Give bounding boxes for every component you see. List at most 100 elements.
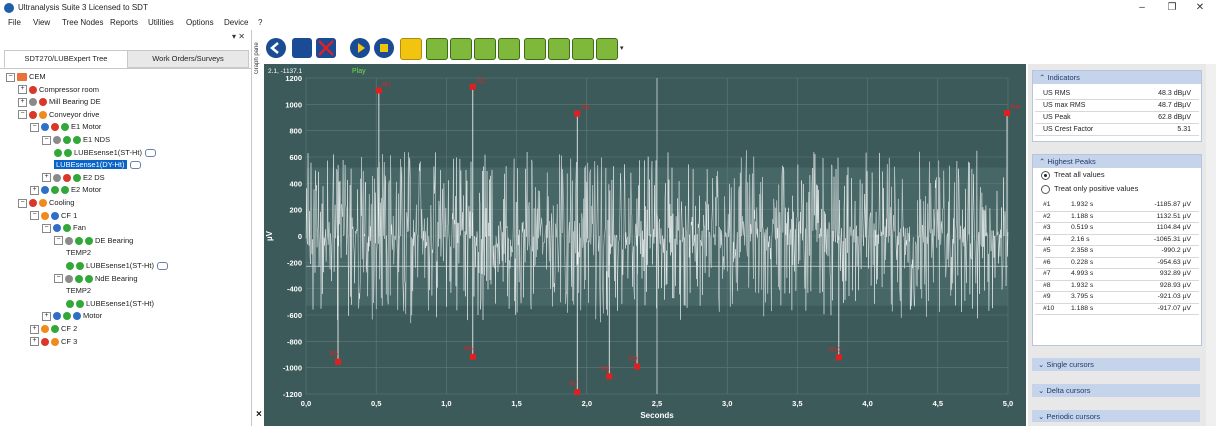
expand-node-icon[interactable]: + (18, 97, 27, 107)
tree-node[interactable]: + Motor (42, 310, 102, 322)
clear-icon[interactable] (316, 38, 336, 58)
tree-node[interactable]: − CF 1 (30, 210, 77, 222)
collapse-node-icon[interactable]: − (30, 211, 39, 221)
close-button[interactable]: ✕ (1195, 2, 1205, 13)
toolbar-dropdown-icon[interactable]: ▾ (620, 45, 624, 52)
peak-marker[interactable] (574, 389, 581, 396)
peak-label: R10 (829, 346, 841, 353)
link-icon[interactable] (144, 148, 156, 157)
peak-rank: #2 (1043, 212, 1051, 220)
tree-node[interactable]: + Compressor room (18, 84, 99, 96)
x-tick-label: 3,0 (722, 399, 732, 408)
tree-node[interactable]: + CF 3 (30, 336, 77, 348)
expand-node-icon[interactable]: + (42, 311, 51, 321)
peak-marker[interactable] (335, 358, 342, 365)
y-axis-tool-icon[interactable] (524, 38, 546, 60)
stop-icon[interactable] (374, 38, 394, 58)
measure-tool-icon[interactable] (426, 38, 448, 60)
tree-node[interactable]: + Mill Bearing DE (18, 96, 101, 108)
peak-label: R9 (629, 355, 638, 362)
collapse-node-icon[interactable]: − (54, 236, 63, 246)
waveform-plot[interactable]: 1200 1000 800 600 400 200 0 -200 -400 -600 -800 -10… (264, 64, 1026, 426)
peak-marker[interactable] (606, 373, 613, 380)
play-icon[interactable] (350, 38, 370, 58)
peak-marker[interactable] (469, 83, 476, 90)
copy-icon[interactable] (292, 38, 312, 58)
collapse-node-icon[interactable]: − (6, 72, 15, 82)
pane-controls[interactable]: ▾ ✕ (232, 32, 245, 41)
link-icon[interactable] (156, 262, 168, 271)
treat-positive-radio[interactable]: Treat only positive values (1033, 182, 1201, 196)
tree-node[interactable]: LUBEsense1(ST-Ht) (66, 298, 154, 310)
peaks-header[interactable]: ⌃ Highest Peaks (1033, 155, 1201, 168)
collapse-node-icon[interactable]: − (42, 223, 51, 233)
collapse-node-icon[interactable]: − (30, 122, 39, 132)
expand-node-icon[interactable]: + (18, 85, 27, 95)
image-tool-icon[interactable] (572, 38, 594, 60)
tree-node[interactable]: TEMP2 (66, 247, 91, 259)
graph-close-icon[interactable]: × (256, 409, 262, 420)
tree-node[interactable]: − Conveyor drive (18, 109, 99, 121)
expand-node-icon[interactable]: + (30, 324, 39, 334)
collapse-node-icon[interactable]: − (42, 135, 51, 145)
collapse-node-icon[interactable]: − (54, 274, 63, 284)
menu-device[interactable]: Device (224, 18, 249, 27)
tree-node[interactable]: + CF 2 (30, 323, 77, 335)
peak-value: -921.03 µV (1157, 293, 1191, 300)
tab-work-orders[interactable]: Work Orders/Surveys (127, 50, 249, 68)
red-status-icon (63, 173, 71, 182)
menu-options[interactable]: Options (186, 18, 214, 27)
single-cursors-panel[interactable]: ⌄ Single cursors (1032, 358, 1200, 371)
peak-marker[interactable] (835, 354, 842, 361)
edit-tool-icon[interactable] (548, 38, 570, 60)
menu-help[interactable]: ? (258, 18, 263, 27)
maximize-button[interactable]: ❐ (1167, 2, 1177, 13)
treat-all-radio[interactable]: Treat all values (1033, 168, 1201, 182)
marker-tool-icon[interactable] (450, 38, 472, 60)
menu-utilities[interactable]: Utilities (148, 18, 174, 27)
back-icon[interactable] (266, 38, 286, 58)
peak-marker[interactable] (634, 363, 641, 370)
collapse-node-icon[interactable]: − (18, 198, 27, 208)
peak-marker[interactable] (375, 87, 382, 94)
expand-node-icon[interactable]: + (30, 185, 39, 195)
tree-node[interactable]: − E1 Motor (30, 121, 101, 133)
peak-marker[interactable] (574, 110, 581, 117)
expand-node-icon[interactable]: + (42, 173, 51, 183)
tree-node[interactable]: − DE Bearing (54, 235, 133, 247)
minimize-button[interactable]: – (1139, 2, 1145, 13)
collapse-node-icon[interactable]: − (18, 110, 27, 120)
tree-node-label: LUBEsense1(ST-Ht) (86, 261, 154, 270)
tree-node[interactable]: − Fan (42, 222, 86, 234)
menu-tree-nodes[interactable]: Tree Nodes (62, 18, 104, 27)
delta-cursors-panel[interactable]: ⌄ Delta cursors (1032, 384, 1200, 397)
link-icon[interactable] (129, 161, 141, 170)
menu-view[interactable]: View (33, 18, 51, 27)
peak-marker[interactable] (469, 353, 476, 360)
indicators-header[interactable]: ⌃ Indicators (1033, 71, 1201, 84)
tree-node[interactable]: − CEM (6, 71, 46, 83)
right-pane-scrollbar[interactable] (1206, 64, 1216, 426)
waveform-svg[interactable]: 1200 1000 800 600 400 200 0 -200 -400 -600 -800 -10… (264, 64, 1026, 426)
export-tool-icon[interactable] (596, 38, 618, 60)
tree-node[interactable]: TEMP2 (66, 285, 91, 297)
delta-tool-icon[interactable] (474, 38, 496, 60)
tree-node[interactable]: − NdE Bearing (54, 273, 138, 285)
tree-node[interactable]: LUBEsense1(ST-Ht) (66, 260, 168, 272)
tab-lubexpert-tree[interactable]: SDT270/LUBExpert Tree (4, 50, 128, 68)
peak-tool-icon[interactable] (498, 38, 520, 60)
tree-node[interactable]: LUBEsense1(ST-Ht) (54, 147, 156, 159)
tree-node[interactable]: LUBEsense1(DY-Ht) (54, 159, 141, 171)
tree-node[interactable]: − E1 NDS (42, 134, 110, 146)
red-status-icon (39, 98, 47, 107)
menu-reports[interactable]: Reports (110, 18, 139, 27)
red-status-icon (51, 123, 59, 132)
peak-marker[interactable] (1004, 110, 1011, 117)
save-icon[interactable] (400, 38, 422, 60)
expand-node-icon[interactable]: + (30, 337, 39, 347)
tree-node[interactable]: + E2 Motor (30, 184, 101, 196)
periodic-cursors-panel[interactable]: ⌄ Periodic cursors (1032, 410, 1200, 422)
menu-file[interactable]: File (8, 18, 21, 27)
tree-node[interactable]: + E2 DS (42, 172, 105, 184)
tree-node[interactable]: − Cooling (18, 197, 74, 209)
